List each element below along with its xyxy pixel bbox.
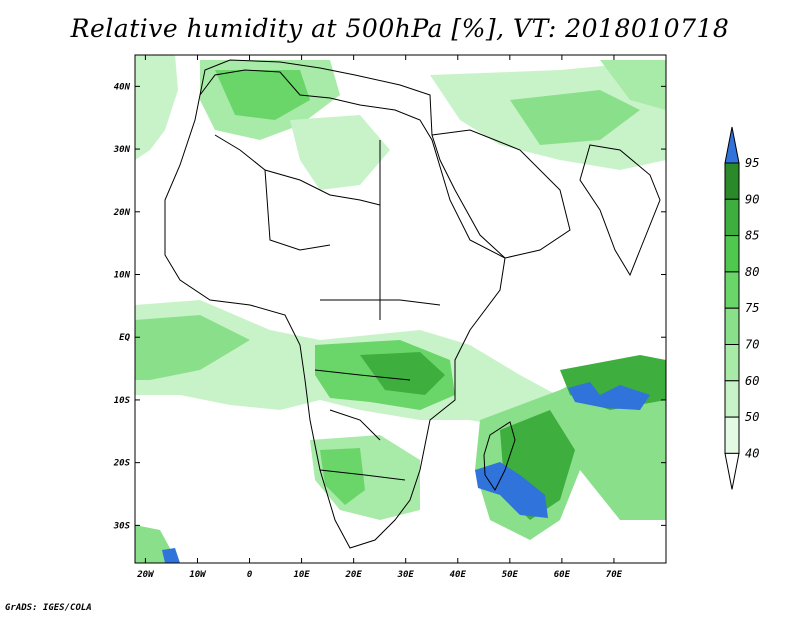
colorbar-box [724,307,740,346]
humidity-area-nw [135,55,178,160]
border-1 [214,134,381,206]
lat-tick-label: 10N [114,271,131,281]
colorbar-box [724,416,740,454]
map-title: Relative humidity at 500hPa [%], VT: 201… [70,14,730,43]
india-outline [579,144,661,277]
lon-tick-label: 70E [606,570,623,580]
colorbar-label: 95 [745,156,759,170]
colorbar-bottom-arrow [724,452,740,490]
lat-tick-label: EQ [119,333,130,343]
lat-tick-label: 30S [113,521,131,531]
colorbar-label: 70 [745,338,759,352]
humidity-area-southern-africa-core [320,448,365,505]
lat-tick-label: 20S [113,459,131,469]
humidity-area-central-africa-core [360,352,445,395]
humidity-area-saturated-1 [475,462,548,518]
lon-tick-label: 20E [345,570,363,580]
lat-tick-label: 10S [114,396,131,406]
longitude-labels: 20W 10W 0 10E 20E 30E 40E 50E 60E 70E [136,570,622,580]
colorbar-label: 50 [745,410,759,424]
lat-tick-label: 30N [113,145,131,155]
colorbar-label: 80 [745,265,759,279]
border-4 [320,299,441,306]
colorbar: 95 90 85 80 75 70 60 50 40 [724,126,759,490]
border-3 [264,169,331,251]
humidity-area-sw-saturated [162,548,180,563]
colorbar-label: 75 [745,301,759,315]
europe-coast [199,59,433,136]
humidity-area-north-africa-core [215,70,310,120]
humidity-area-sahara-plume [290,115,390,190]
colorbar-box [724,198,740,237]
colorbar-box [724,380,740,418]
lon-tick-label: 10W [189,570,207,580]
humidity-area-ne [600,60,666,110]
colorbar-label: 60 [745,374,759,388]
colorbar-box [724,235,740,273]
lon-tick-label: 0 [247,570,253,580]
border-6 [329,409,381,441]
lon-tick-label: 30E [397,570,415,580]
coastlines [164,59,661,549]
arabia-outline [431,129,571,259]
lon-tick-label: 10E [293,570,310,580]
map-ticks [135,55,666,563]
lat-tick-label: 20N [113,208,131,218]
humidity-area-saturated-2 [568,382,650,410]
humidity-shading [135,55,666,563]
colorbar-label: 85 [745,229,759,243]
lon-tick-label: 20W [136,570,155,580]
colorbar-label: 90 [745,192,759,206]
colorbar-label: 40 [745,446,759,460]
lat-tick-label: 40N [114,82,131,92]
plot-frame [134,54,667,564]
border-5 [314,369,411,381]
lon-tick-label: 50E [502,570,519,580]
credit-label: GrADS: IGES/COLA [5,603,92,613]
colorbar-top-arrow [724,126,740,164]
colorbar-box [724,271,740,309]
colorbar-box [724,344,740,382]
lon-tick-label: 40E [450,570,467,580]
latitude-labels: 40N 30N 20N 10N EQ 10S 20S 30S [113,82,131,531]
humidity-area-middle-east-core [510,90,640,145]
africa-coastline [164,69,506,549]
border-7 [319,469,406,481]
colorbar-box [724,162,740,200]
madagascar-outline [483,421,516,491]
humidity-area-equatorial-core [135,315,250,380]
lon-tick-label: 60E [554,570,571,580]
